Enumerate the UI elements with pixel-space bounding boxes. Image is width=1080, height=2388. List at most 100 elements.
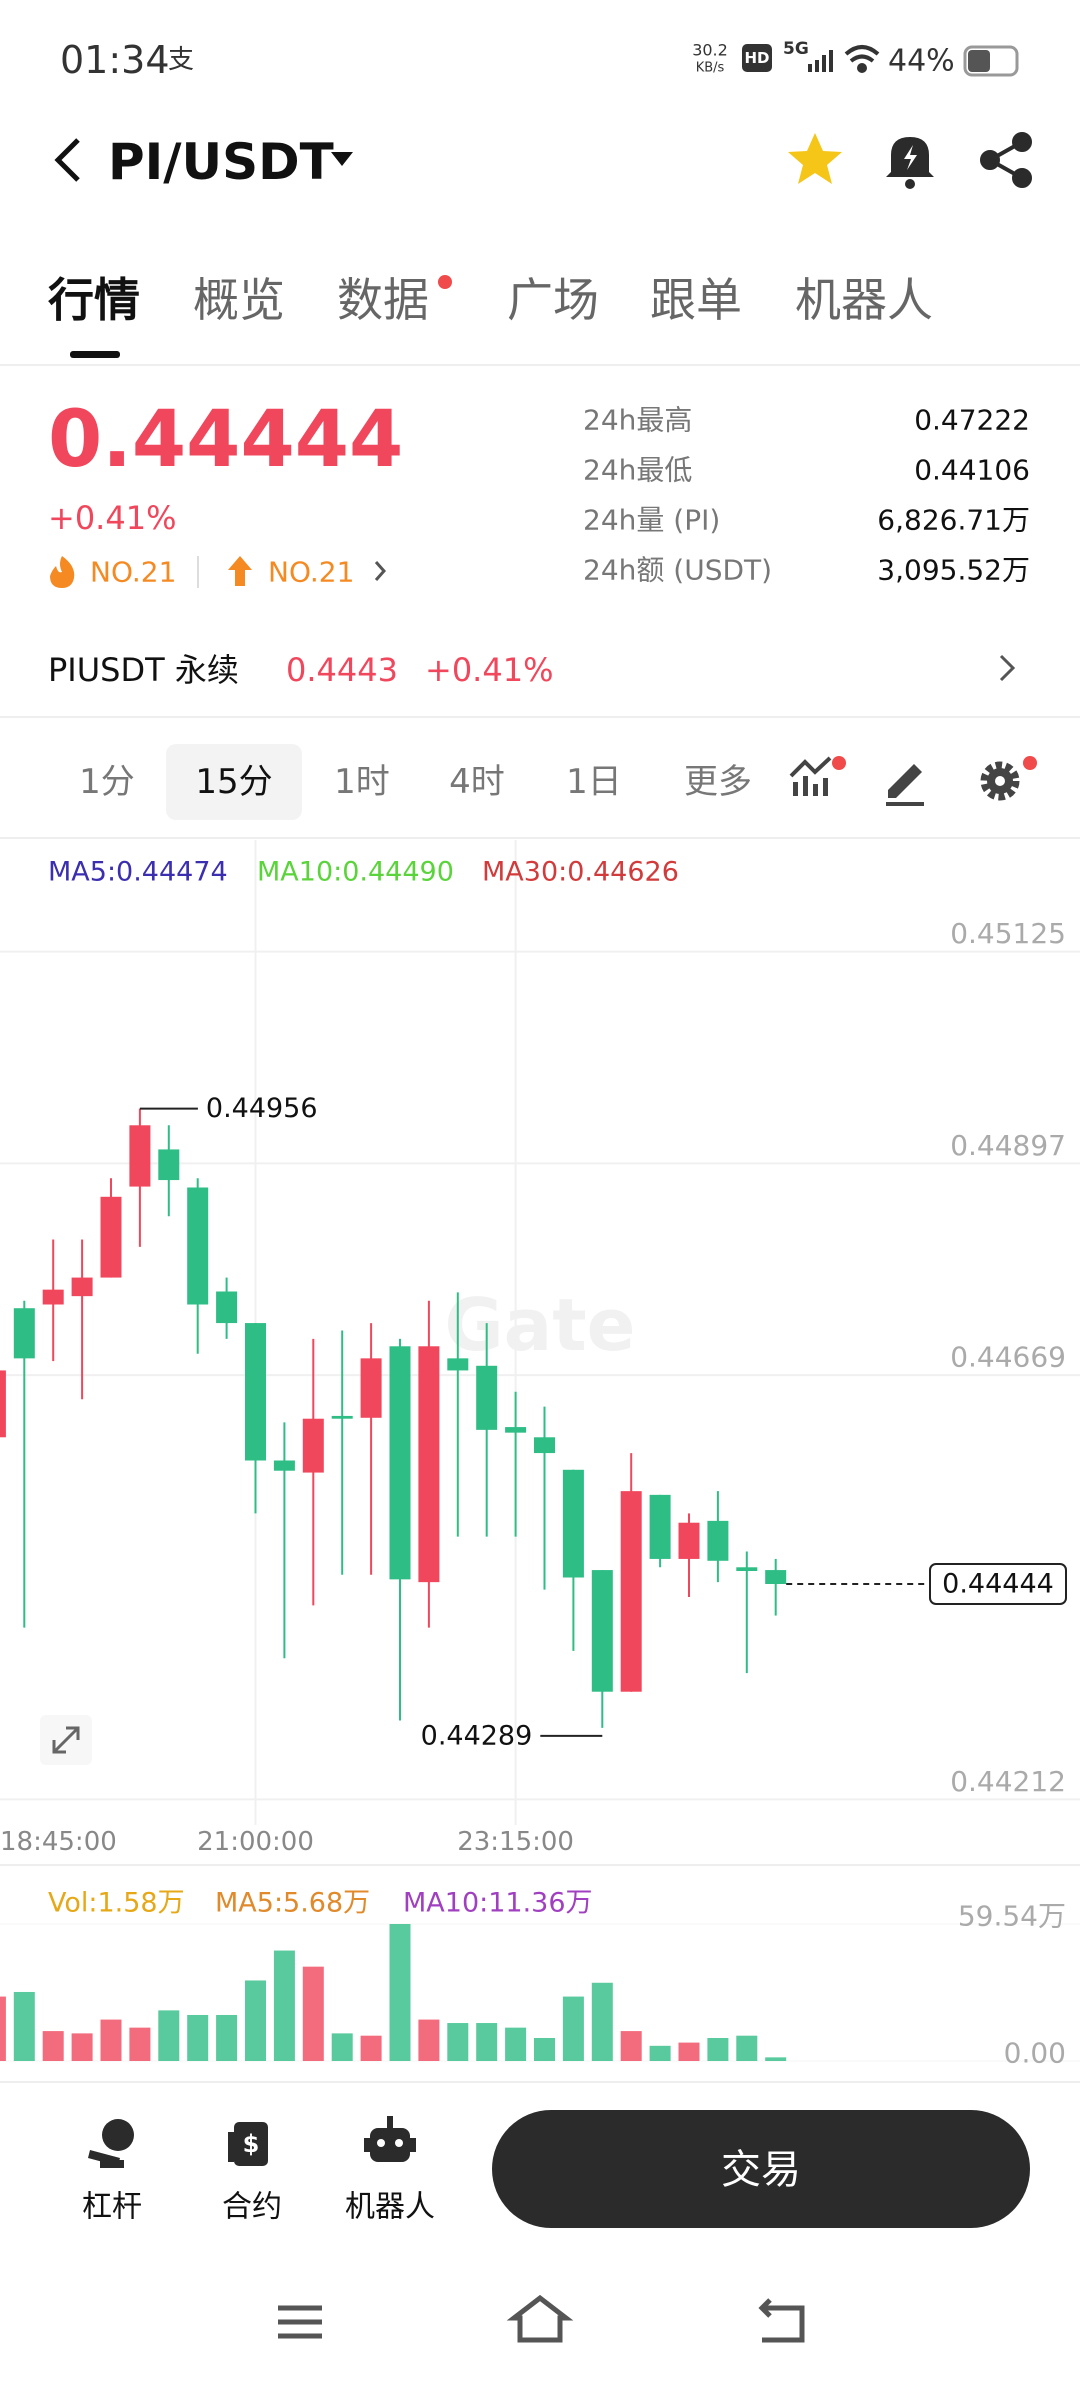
volume-bar: [505, 2027, 527, 2061]
candle-body: [273, 1460, 295, 1471]
pair-dropdown[interactable]: [331, 152, 353, 166]
candle-body: [707, 1520, 729, 1561]
tab-badge: [438, 275, 452, 289]
pair-title[interactable]: PI/USDT: [108, 133, 334, 191]
ma-legend: MA10:0.44490: [257, 857, 454, 888]
volume-legend: MA10:11.36万: [403, 1888, 593, 1919]
last-price-box: [929, 1563, 1067, 1605]
nav-label[interactable]: 机器人: [345, 2190, 435, 2225]
volume-bar: [765, 2057, 787, 2061]
interval[interactable]: 更多: [684, 762, 752, 802]
candle-body: [476, 1365, 498, 1430]
low-label: 0.44289: [421, 1720, 533, 1751]
volume-bar: [13, 1991, 35, 2061]
expand-button[interactable]: [40, 1715, 92, 1765]
candle-body: [71, 1277, 93, 1297]
tab[interactable]: 跟单: [650, 273, 742, 327]
share-button[interactable]: [980, 132, 1032, 188]
candle-body: [187, 1187, 209, 1305]
system-home[interactable]: [506, 2294, 574, 2343]
wifi-icon: [844, 45, 880, 73]
trade-label[interactable]: 交易: [721, 2147, 801, 2193]
trade-button[interactable]: [492, 2110, 1030, 2228]
stat-label: 24h最高: [583, 404, 692, 437]
interval[interactable]: 4时: [449, 762, 505, 802]
volume-bar: [447, 2023, 469, 2061]
signal-icon: [808, 50, 833, 72]
volume-bar: [245, 1980, 266, 2061]
tab[interactable]: 概览: [193, 273, 285, 327]
ma-legend: MA30:0.44626: [482, 857, 679, 888]
battery-level: [968, 50, 990, 72]
tab[interactable]: 行情: [48, 273, 140, 327]
candle-body: [562, 1469, 584, 1578]
network-label: 5G: [783, 39, 809, 59]
tab[interactable]: 机器人: [795, 273, 933, 327]
stat-value: 0.44106: [914, 454, 1030, 487]
volume-bar: [100, 2019, 122, 2061]
volume-tick-label: 59.54万: [958, 1900, 1066, 1933]
hot-icon: [50, 556, 75, 588]
rank-chevron[interactable]: [374, 561, 387, 581]
volume-legend: Vol:1.58万: [48, 1888, 185, 1919]
last-price: 0.44444: [48, 395, 403, 485]
stat-label: 24h最低: [583, 454, 692, 487]
favorite-star[interactable]: [788, 133, 842, 184]
volume-bar: [736, 2035, 758, 2061]
y-tick-label: 0.44669: [950, 1341, 1066, 1374]
interval[interactable]: 1日: [566, 762, 622, 802]
svg-text:$: $: [243, 2130, 260, 2158]
settings-button[interactable]: [980, 756, 1037, 801]
leverage-icon[interactable]: [88, 2119, 134, 2168]
candle-body: [129, 1125, 151, 1187]
system-menu[interactable]: [278, 2305, 322, 2339]
net-speed: 30.2: [692, 41, 728, 60]
stat-label: 24h量 (PI): [583, 504, 720, 537]
stat-value: 3,095.52万: [877, 554, 1030, 587]
perp-change: +0.41%: [425, 651, 553, 689]
candle-body: [534, 1437, 555, 1454]
candle-body: [649, 1494, 671, 1559]
hot-rank[interactable]: NO.21: [90, 556, 176, 589]
volume-bar: [187, 2014, 209, 2061]
price-change: +0.41%: [48, 499, 176, 537]
volume-bar: [42, 2031, 64, 2061]
draw-button[interactable]: [886, 764, 924, 806]
nav-label[interactable]: 合约: [222, 2190, 282, 2225]
gain-rank[interactable]: NO.21: [268, 556, 354, 589]
volume-bar: [389, 1924, 411, 2061]
candle-body: [389, 1346, 411, 1580]
volume-bar: [678, 2042, 700, 2061]
y-tick-label: 0.44897: [950, 1129, 1066, 1162]
ma-legend: MA5:0.44474: [48, 857, 228, 888]
futures-icon[interactable]: $: [228, 2122, 268, 2166]
interval-selected: [166, 744, 302, 820]
volume-bar: [360, 2035, 382, 2061]
candle-body: [418, 1346, 440, 1583]
alert-bell[interactable]: [886, 137, 934, 189]
notification-icon: 支: [168, 45, 194, 75]
volume-bar: [562, 1996, 584, 2061]
perp-chevron[interactable]: [999, 654, 1016, 682]
volume-chart: 59.54万 0.00: [0, 1900, 1080, 2070]
tab[interactable]: 广场: [507, 273, 599, 327]
interval[interactable]: 15分: [195, 762, 272, 802]
net-speed-unit: KB/s: [696, 61, 725, 76]
interval[interactable]: 1分: [79, 762, 135, 802]
interval[interactable]: 1时: [334, 762, 390, 802]
y-tick-label: 0.45125: [950, 917, 1066, 950]
back-button[interactable]: [54, 138, 80, 182]
volume-bar: [476, 2023, 498, 2061]
volume-tick-label: 0.00: [1004, 2037, 1066, 2070]
nav-label[interactable]: 杠杆: [82, 2190, 142, 2225]
indicator-button[interactable]: [789, 756, 846, 796]
bot-icon[interactable]: [364, 2116, 416, 2162]
price-chart: 0.45125 0.44897 0.44669 0.44212 18:45:00 21:0…: [0, 840, 1080, 1857]
stat-value: 0.47222: [914, 404, 1030, 437]
tab[interactable]: 数据: [337, 273, 429, 327]
perp-name[interactable]: PIUSDT 永续: [48, 651, 239, 689]
system-back[interactable]: [758, 2298, 805, 2343]
volume-bar: [273, 1950, 295, 2061]
